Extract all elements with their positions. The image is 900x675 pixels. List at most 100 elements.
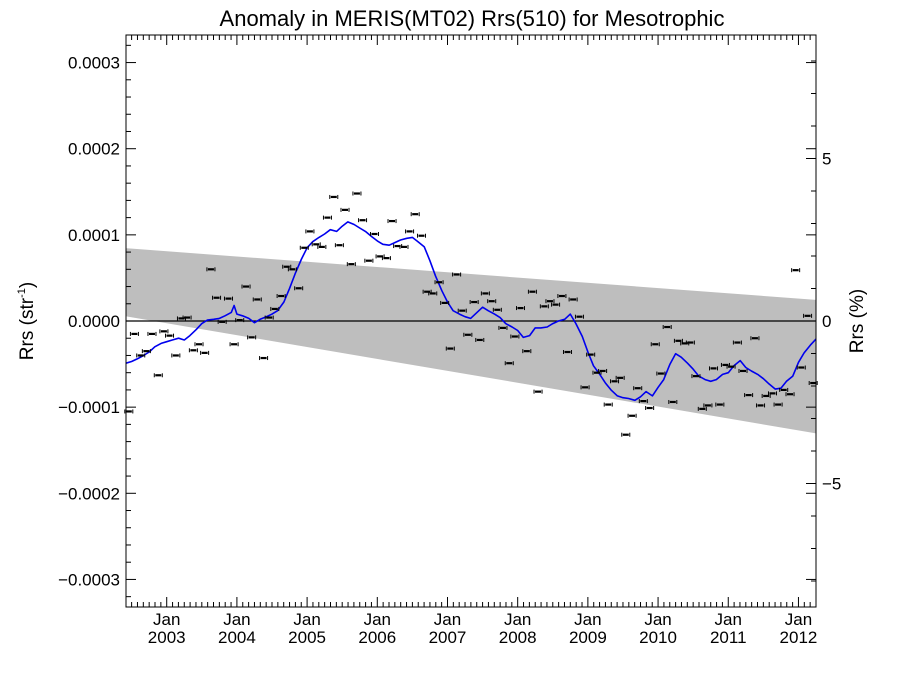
data-point (241, 284, 251, 289)
data-point (352, 191, 362, 196)
data-point (498, 325, 508, 330)
y2-tick-label: 0 (822, 312, 831, 331)
x-tick-year-label: 2011 (710, 628, 747, 647)
data-point (803, 313, 813, 318)
y-tick-label: 0.0000 (68, 312, 120, 331)
data-point (574, 314, 584, 319)
data-point (311, 242, 321, 247)
data-point (194, 342, 204, 347)
y-tick-label: −0.0002 (58, 484, 120, 503)
data-point (252, 297, 262, 302)
data-point (650, 342, 660, 347)
x-tick-month-label: Jan (364, 610, 391, 629)
data-point (750, 336, 760, 341)
x-tick-year-label: 2012 (780, 628, 818, 647)
data-point (346, 262, 356, 267)
data-point (305, 229, 315, 234)
data-point (369, 231, 379, 236)
data-point (545, 299, 555, 304)
x-tick-year-label: 2005 (288, 628, 326, 647)
x-tick-month-label: Jan (434, 610, 461, 629)
y2-axis: 5 0 −5 (806, 60, 841, 582)
data-point (492, 307, 502, 312)
data-point (405, 229, 415, 234)
x-tick-year-label: 2009 (569, 628, 607, 647)
data-point (691, 374, 701, 379)
uncertainty-band (126, 248, 816, 434)
data-point (773, 402, 783, 407)
data-point (510, 334, 520, 339)
x-tick-year-label: 2007 (429, 628, 467, 647)
data-point (200, 350, 210, 355)
data-point (182, 315, 192, 320)
x-tick-month-label: Jan (574, 610, 601, 629)
x-tick-year-label: 2003 (148, 628, 186, 647)
x-tick-month-label: Jan (504, 610, 531, 629)
data-point (551, 302, 561, 307)
data-point (656, 371, 666, 376)
data-point (685, 340, 695, 345)
data-point (563, 350, 573, 355)
x-tick-year-label: 2004 (218, 628, 256, 647)
data-point (557, 294, 567, 299)
data-point (410, 212, 420, 217)
data-point (229, 342, 239, 347)
data-point (387, 219, 397, 224)
y-tick-label: 0.0003 (68, 54, 120, 73)
y2-axis-label: Rrs (%) (847, 289, 868, 353)
data-point (533, 389, 543, 394)
data-point (270, 306, 280, 311)
data-point (247, 335, 257, 340)
data-point (445, 346, 455, 351)
data-point (808, 381, 818, 386)
data-point (726, 364, 736, 369)
x-tick-month-label: Jan (644, 610, 671, 629)
data-point (340, 207, 350, 212)
data-point (452, 272, 462, 277)
data-point (264, 315, 274, 320)
data-point (223, 296, 233, 301)
x-tick-year-label: 2010 (639, 628, 677, 647)
data-point (217, 319, 227, 324)
y-tick-label: 0.0002 (68, 140, 120, 159)
y-tick-label: −0.0001 (58, 398, 120, 417)
data-point (463, 332, 473, 337)
data-point (440, 300, 450, 305)
x-tick-month-label: Jan (223, 610, 250, 629)
data-point (129, 331, 139, 336)
data-point (399, 244, 409, 249)
data-point (732, 340, 742, 345)
data-point (615, 375, 625, 380)
data-point (136, 353, 146, 358)
data-point (235, 318, 245, 323)
data-point (621, 432, 631, 437)
data-point (697, 406, 707, 411)
data-point (153, 373, 163, 378)
data-point (322, 215, 332, 220)
data-point (171, 353, 181, 358)
x-tick-month-label: Jan (153, 610, 180, 629)
data-point (668, 399, 678, 404)
data-point (381, 256, 391, 261)
data-point (428, 291, 438, 296)
y-axis-label: Rrs (str-1) (16, 282, 38, 360)
data-point (480, 291, 490, 296)
x-tick-year-label: 2006 (358, 628, 396, 647)
data-point (568, 297, 578, 302)
data-point (580, 385, 590, 390)
chart-title: Anomaly in MERIS(MT02) Rrs(510) for Meso… (220, 6, 725, 31)
x-axis: Jan2003Jan2004Jan2005Jan2006Jan2007Jan20… (131, 35, 818, 647)
data-point (673, 338, 683, 343)
data-point (457, 308, 467, 313)
data-point (504, 361, 514, 366)
data-point (124, 409, 134, 414)
data-point (188, 348, 198, 353)
monthly-points-layer (124, 191, 818, 437)
data-point (761, 393, 771, 398)
y2-tick-label: −5 (822, 475, 841, 494)
data-point (487, 299, 497, 304)
data-point (434, 280, 444, 285)
y2-tick-label: 5 (822, 150, 831, 169)
data-point (791, 268, 801, 273)
